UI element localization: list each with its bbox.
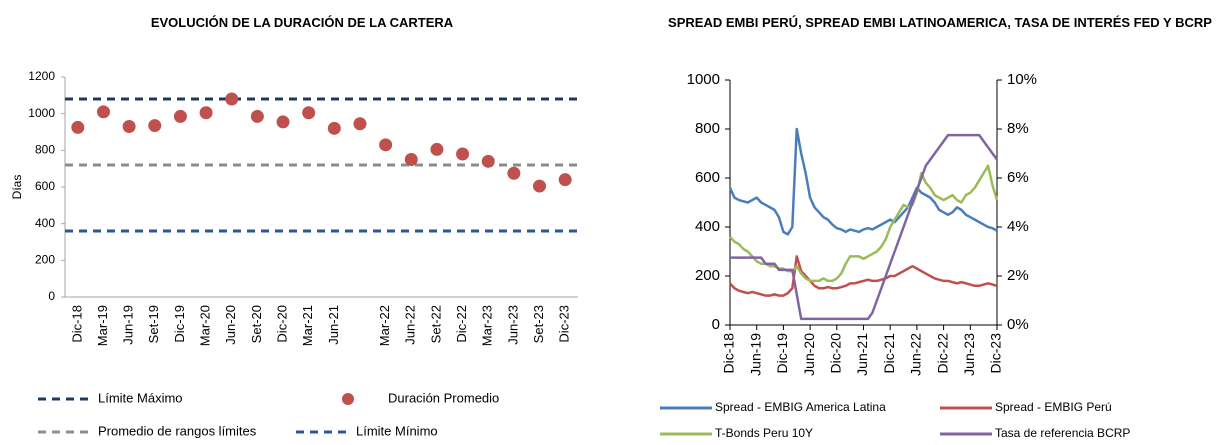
dot bbox=[379, 138, 393, 152]
y-tick-label: 1000 bbox=[687, 71, 720, 88]
x-tick-label: Dic-22 bbox=[454, 305, 469, 343]
dot bbox=[148, 119, 162, 133]
x-tick-label: Dic-19 bbox=[172, 305, 187, 343]
dot bbox=[558, 173, 572, 187]
x-tick-label: Dic-21 bbox=[881, 333, 897, 374]
y2-tick-label: 4% bbox=[1007, 218, 1029, 235]
dot bbox=[481, 154, 495, 168]
series-line bbox=[729, 164, 999, 283]
dot bbox=[353, 117, 367, 131]
legend-label: Spread - EMBIG America Latina bbox=[715, 400, 886, 414]
y-tick-label: 800 bbox=[695, 120, 720, 137]
y-tick-label: 600 bbox=[35, 179, 55, 193]
dot bbox=[302, 106, 316, 120]
y-tick-label: 400 bbox=[35, 216, 55, 230]
x-tick-label: Jun-23 bbox=[505, 305, 520, 345]
x-tick-label: Mar-20 bbox=[198, 305, 213, 346]
y2-tick-label: 10% bbox=[1007, 71, 1037, 88]
legend-label: T-Bonds Peru 10Y bbox=[715, 426, 813, 440]
dot bbox=[250, 109, 264, 123]
x-tick-label: Dic-20 bbox=[828, 333, 844, 374]
x-tick-label: Dic-22 bbox=[934, 333, 950, 374]
chart-title: EVOLUCIÓN DE LA DURACIÓN DE LA CARTERA bbox=[150, 15, 454, 30]
dot bbox=[173, 109, 187, 123]
y-tick-label: 0 bbox=[712, 316, 720, 333]
x-tick-label: Set-22 bbox=[428, 305, 443, 343]
y-tick-label: 600 bbox=[695, 169, 720, 186]
x-tick-label: Jun-19 bbox=[747, 333, 763, 376]
x-tick-label: Jun-19 bbox=[121, 305, 136, 345]
y-tick-label: 1000 bbox=[28, 106, 55, 120]
legend-label: Límite Máximo bbox=[98, 390, 183, 405]
dot bbox=[430, 142, 444, 156]
dot bbox=[199, 106, 213, 120]
y-tick-label: 200 bbox=[35, 253, 55, 267]
x-tick-label: Jun-21 bbox=[854, 333, 870, 376]
x-tick-label: Jun-20 bbox=[223, 305, 238, 345]
y-axis-label: Días bbox=[10, 175, 24, 200]
legend-label: Spread - EMBIG Perú bbox=[995, 400, 1112, 414]
dot bbox=[96, 105, 110, 119]
y2-tick-label: 0% bbox=[1007, 316, 1029, 333]
x-tick-label: Dic-23 bbox=[557, 305, 572, 343]
x-tick-label: Dic-23 bbox=[988, 333, 1004, 374]
dot bbox=[533, 179, 547, 193]
dot bbox=[276, 115, 290, 129]
x-tick-label: Set-19 bbox=[146, 305, 161, 343]
legend-label: Tasa de referencia BCRP bbox=[995, 426, 1130, 440]
legend-label: Duración Promedio bbox=[388, 390, 499, 405]
x-tick-label: Set-20 bbox=[249, 305, 264, 343]
x-tick-label: Jun-22 bbox=[403, 305, 418, 345]
x-tick-label: Dic-18 bbox=[69, 305, 84, 343]
legend-swatch bbox=[342, 393, 354, 405]
legend-label: Límite Mínimo bbox=[356, 423, 438, 438]
x-tick-label: Jun-21 bbox=[326, 305, 341, 345]
series-line bbox=[730, 133, 999, 321]
dot bbox=[507, 166, 521, 180]
dot bbox=[122, 120, 136, 133]
x-tick-label: Dic-20 bbox=[274, 305, 289, 343]
dot bbox=[327, 121, 341, 135]
x-tick-label: Dic-18 bbox=[721, 333, 737, 374]
y-tick-label: 200 bbox=[695, 267, 720, 284]
y2-tick-label: 6% bbox=[1007, 169, 1029, 186]
legend-label: Promedio de rangos límites bbox=[98, 423, 257, 438]
y-tick-label: 1200 bbox=[28, 69, 55, 83]
series-line bbox=[729, 255, 998, 297]
y-tick-label: 800 bbox=[35, 143, 55, 157]
x-tick-label: Dic-19 bbox=[774, 333, 790, 374]
dot bbox=[225, 92, 239, 106]
x-tick-label: Mar-22 bbox=[377, 305, 392, 346]
y2-tick-label: 2% bbox=[1007, 267, 1029, 284]
chart-title: SPREAD EMBI PERÚ, SPREAD EMBI LATINOAMER… bbox=[668, 15, 1212, 30]
x-tick-label: Jun-23 bbox=[961, 333, 977, 376]
dot bbox=[404, 153, 418, 166]
x-tick-label: Mar-23 bbox=[480, 305, 495, 346]
x-tick-label: Jun-22 bbox=[908, 333, 924, 376]
x-tick-label: Jun-20 bbox=[801, 333, 817, 376]
y-tick-label: 0 bbox=[48, 289, 55, 303]
dot bbox=[71, 120, 85, 134]
y-tick-label: 400 bbox=[695, 218, 720, 235]
dot bbox=[456, 147, 470, 161]
x-tick-label: Mar-21 bbox=[300, 305, 315, 346]
y2-tick-label: 8% bbox=[1007, 120, 1029, 137]
x-tick-label: Set-23 bbox=[531, 305, 546, 343]
x-tick-label: Mar-19 bbox=[95, 305, 110, 346]
series-line bbox=[728, 127, 998, 236]
